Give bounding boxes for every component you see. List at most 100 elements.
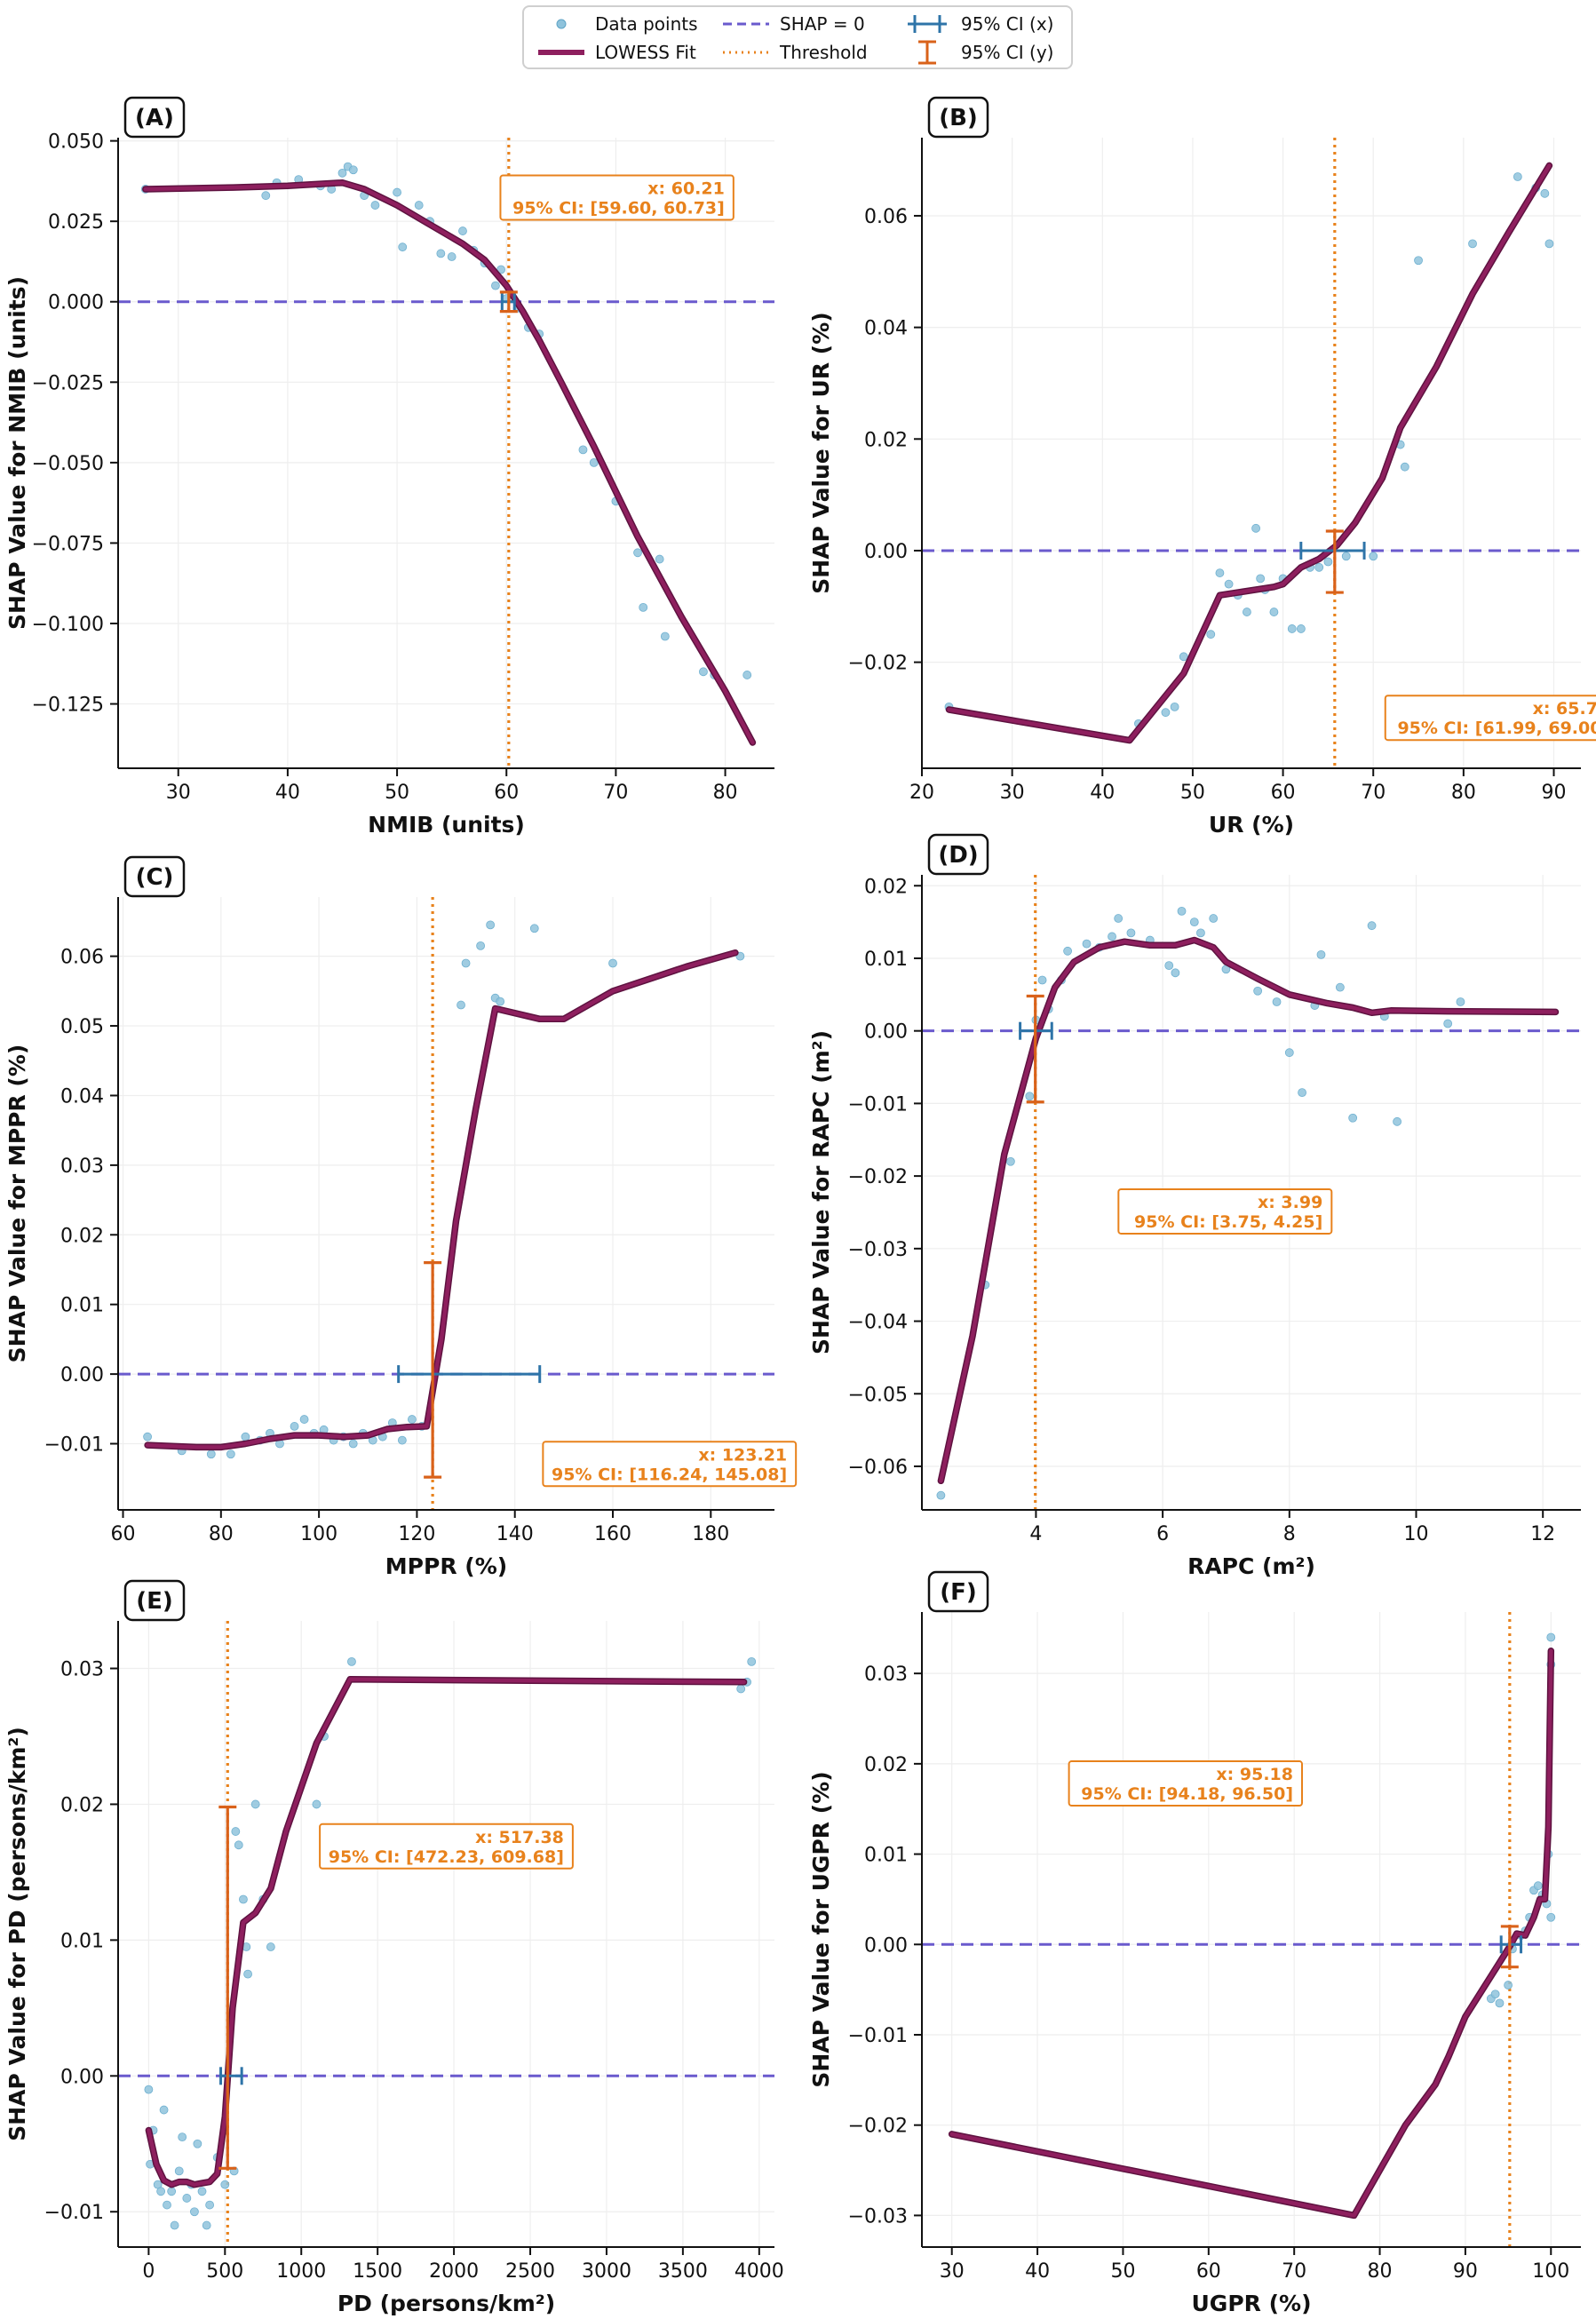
annotation-ci-value: 95% CI: [472.23, 609.68]	[329, 1847, 564, 1867]
data-point	[1314, 562, 1324, 572]
data-point	[660, 631, 670, 641]
data-point	[193, 2139, 202, 2148]
y-tick-label: 0.01	[864, 1845, 908, 1867]
x-tick-label: 30	[166, 782, 191, 804]
x-tick-label: 3000	[582, 2260, 631, 2283]
y-tick-label: 0.02	[864, 429, 908, 451]
data-point	[458, 226, 467, 235]
data-point	[1243, 608, 1251, 616]
data-point	[397, 1435, 407, 1445]
panel-label-text: (C)	[136, 864, 174, 891]
data-point	[347, 1656, 356, 1666]
panel-label-text: (E)	[136, 1588, 173, 1615]
annotation-box	[542, 1441, 798, 1488]
x-tick-label: 80	[713, 782, 738, 804]
panel-e: 0 500 1000 1500 2000 2500 3000 3500 4000 −0.01 0.0…	[4, 1579, 784, 2316]
panel-label-box	[123, 96, 186, 139]
data-point	[1490, 1989, 1500, 1999]
data-point	[241, 1432, 250, 1441]
y-tick-label: −0.01	[44, 2202, 104, 2224]
x-tick-label: 3500	[658, 2260, 708, 2283]
legend-item-data-points: Data points	[536, 11, 698, 37]
legend-shap0-icon	[723, 22, 769, 26]
legend-item-threshold: Threshold	[721, 39, 868, 66]
annotation-box	[1068, 1760, 1303, 1807]
data-point	[261, 191, 271, 201]
data-point	[486, 920, 496, 930]
x-tick-label: 6	[1156, 1523, 1169, 1545]
x-axis-label: RAPC (m²)	[1187, 1553, 1315, 1579]
data-point	[239, 1894, 248, 1904]
x-tick-label: 2000	[429, 2260, 479, 2283]
panel-label-text: (A)	[135, 105, 174, 131]
x-tick-label: 60	[494, 782, 519, 804]
y-tick-label: 0.01	[864, 949, 908, 971]
y-tick-label: 0.03	[864, 1664, 908, 1686]
data-point	[163, 2200, 171, 2210]
data-point	[1414, 256, 1423, 266]
y-axis-label: SHAP Value for UGPR (%)	[808, 1771, 834, 2087]
annotation-box	[1384, 695, 1596, 742]
x-tick-label: 90	[1453, 2260, 1478, 2283]
x-tick-label: 120	[398, 1523, 435, 1545]
x-tick-label: 12	[1530, 1523, 1555, 1545]
x-tick-label: 70	[603, 782, 628, 804]
data-point	[1468, 239, 1477, 249]
data-point	[1443, 1019, 1453, 1028]
annotation-box	[319, 1823, 574, 1870]
panel-label: (A)	[123, 96, 186, 139]
y-tick-label: 0.02	[60, 1225, 104, 1247]
data-point	[1256, 574, 1266, 584]
data-point	[1393, 1116, 1401, 1126]
data-point	[1063, 946, 1072, 956]
data-point	[457, 1000, 465, 1010]
legend-ci-x-icon	[908, 15, 947, 33]
annotation-box	[499, 174, 734, 221]
annotation-threshold-value: x: 95.18	[1216, 1765, 1293, 1784]
data-point	[633, 548, 642, 558]
x-tick-label: 80	[1368, 2260, 1393, 2283]
data-point	[1251, 523, 1260, 533]
y-tick-label: −0.05	[848, 1384, 908, 1406]
data-point	[1284, 1048, 1294, 1058]
legend: Data points LOWESS Fit SHAP = 0 Threshol…	[522, 5, 1073, 69]
x-tick-label: 100	[1532, 2260, 1569, 2283]
data-point	[182, 2194, 192, 2203]
x-axis-label: UGPR (%)	[1192, 2291, 1312, 2316]
x-tick-label: 80	[1451, 782, 1476, 804]
data-point	[476, 941, 486, 950]
y-tick-label: 0.00	[864, 541, 908, 563]
data-point	[1504, 1981, 1513, 1989]
data-point	[1272, 997, 1282, 1006]
data-point	[1114, 914, 1124, 923]
data-point	[156, 2187, 166, 2196]
data-point	[1224, 579, 1234, 589]
data-point	[1341, 552, 1351, 561]
y-tick-label: −0.02	[848, 2116, 908, 2138]
panel-label-box	[927, 1570, 989, 1613]
data-point	[1005, 1156, 1015, 1166]
annotation-ci-value: 95% CI: [3.75, 4.25]	[1134, 1212, 1322, 1232]
y-tick-label: −0.100	[32, 614, 104, 636]
legend-label-ci-y: 95% CI (y)	[961, 42, 1054, 63]
x-tick-label: 70	[1361, 782, 1386, 804]
data-point	[337, 168, 347, 178]
y-tick-label: 0.02	[60, 1794, 104, 1816]
x-tick-label: 4	[1029, 1523, 1042, 1545]
y-tick-label: −0.050	[32, 453, 104, 475]
x-tick-label: 50	[1110, 2260, 1135, 2283]
data-point	[1025, 1092, 1035, 1101]
panel-d: 4 6 8 10 12 −0.06 −0.05 −0.04 −0.03 −0.02 −0.01 0.0…	[808, 833, 1581, 1579]
y-tick-label: 0.04	[864, 318, 908, 340]
legend-label-shap0: SHAP = 0	[780, 13, 865, 35]
x-tick-label: 4000	[734, 2260, 784, 2283]
data-point	[1533, 1881, 1543, 1891]
data-point	[159, 2105, 169, 2115]
data-point	[205, 2200, 215, 2210]
annotation-ci-value: 95% CI: [61.99, 69.00]	[1397, 719, 1596, 738]
legend-item-lowess: LOWESS Fit	[536, 39, 696, 66]
panel-label-box	[123, 1579, 186, 1622]
data-point	[608, 958, 617, 968]
x-tick-label: 30	[1000, 782, 1025, 804]
annotation-threshold-value: x: 60.21	[647, 179, 725, 198]
